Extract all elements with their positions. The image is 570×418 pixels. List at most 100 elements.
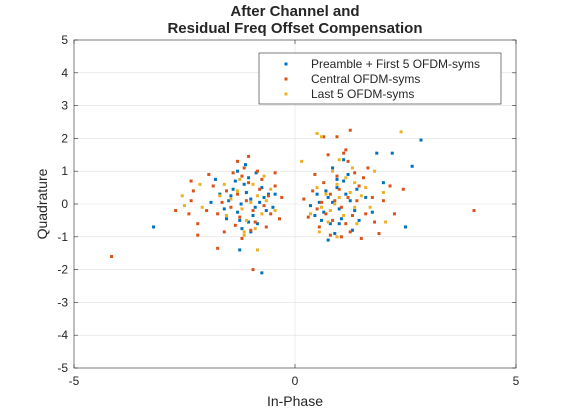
data-point xyxy=(243,166,246,169)
data-point xyxy=(362,176,365,179)
data-point xyxy=(313,173,316,176)
legend-marker-series-2 xyxy=(285,78,288,81)
data-point xyxy=(358,184,361,187)
data-point xyxy=(269,212,272,215)
data-point xyxy=(190,180,193,183)
data-point xyxy=(389,184,392,187)
data-point xyxy=(274,193,277,196)
y-tick-label: 5 xyxy=(61,33,68,47)
data-point xyxy=(353,206,356,209)
data-point xyxy=(393,212,396,215)
data-point xyxy=(373,221,376,224)
data-point xyxy=(364,196,367,199)
data-point xyxy=(240,207,243,210)
data-point xyxy=(360,237,363,240)
data-point xyxy=(333,232,336,235)
data-point xyxy=(152,225,155,228)
data-point xyxy=(309,204,312,207)
data-point xyxy=(110,255,113,258)
data-point xyxy=(254,206,257,209)
data-point xyxy=(187,212,190,215)
data-point xyxy=(333,199,336,202)
chart-title-line-1: After Channel and xyxy=(230,3,359,20)
data-point xyxy=(174,209,177,212)
data-point xyxy=(342,158,345,161)
data-point xyxy=(327,196,330,199)
data-point xyxy=(342,152,345,155)
data-point xyxy=(353,209,356,212)
data-point xyxy=(331,219,334,222)
data-point xyxy=(232,188,235,191)
y-tick-label: -4 xyxy=(57,328,68,342)
data-point xyxy=(353,181,356,184)
data-point xyxy=(225,214,228,217)
data-point xyxy=(316,207,319,210)
data-point xyxy=(256,170,259,173)
data-point xyxy=(384,221,387,224)
data-point xyxy=(349,199,352,202)
data-point xyxy=(244,163,247,166)
data-point xyxy=(269,188,272,191)
data-point xyxy=(249,229,252,232)
data-point xyxy=(183,204,186,207)
data-point xyxy=(316,186,319,189)
data-point xyxy=(256,194,259,197)
y-tick-label: -3 xyxy=(57,295,68,309)
data-point xyxy=(218,194,221,197)
data-point xyxy=(229,194,232,197)
data-point xyxy=(201,206,204,209)
legend: Preamble + First 5 OFDM-syms Central OFD… xyxy=(259,53,501,104)
data-point xyxy=(473,209,476,212)
data-point xyxy=(252,209,255,212)
y-tick-label: 3 xyxy=(61,99,68,113)
data-point xyxy=(249,201,252,204)
data-point xyxy=(351,166,354,169)
data-point xyxy=(344,176,347,179)
data-point xyxy=(307,216,310,219)
data-point xyxy=(263,204,266,207)
data-point xyxy=(404,225,407,228)
data-point xyxy=(243,234,246,237)
data-point xyxy=(274,171,277,174)
data-point xyxy=(223,230,226,233)
data-point xyxy=(238,219,241,222)
data-point xyxy=(223,207,226,210)
data-point xyxy=(329,234,332,237)
data-point xyxy=(240,227,243,230)
data-point xyxy=(252,183,255,186)
data-point xyxy=(344,193,347,196)
y-tick-label: 1 xyxy=(61,164,68,178)
data-point xyxy=(302,198,305,201)
data-point xyxy=(342,214,345,217)
data-point xyxy=(327,153,330,156)
data-point xyxy=(411,165,414,168)
data-point xyxy=(274,209,277,212)
y-tick-label: -5 xyxy=(57,361,68,375)
data-point xyxy=(419,139,422,142)
data-point xyxy=(347,196,350,199)
data-point xyxy=(245,219,248,222)
data-point xyxy=(400,130,403,133)
data-point xyxy=(232,171,235,174)
data-point xyxy=(318,230,321,233)
data-point xyxy=(338,196,341,199)
data-point xyxy=(229,198,232,201)
data-point xyxy=(245,199,248,202)
data-point xyxy=(240,237,243,240)
data-point xyxy=(247,181,250,184)
data-point xyxy=(243,183,246,186)
data-point xyxy=(265,199,268,202)
data-point xyxy=(335,183,338,186)
data-point xyxy=(260,212,263,215)
data-point xyxy=(366,166,369,169)
data-point xyxy=(311,189,314,192)
chart-title-line-2: Residual Freq Offset Compensation xyxy=(167,20,422,37)
data-point xyxy=(280,196,283,199)
legend-marker-series-1 xyxy=(285,63,288,66)
data-point xyxy=(316,132,319,135)
data-point xyxy=(335,135,338,138)
data-point xyxy=(358,219,361,222)
data-point xyxy=(371,196,374,199)
data-point xyxy=(355,222,358,225)
data-point xyxy=(258,188,261,191)
